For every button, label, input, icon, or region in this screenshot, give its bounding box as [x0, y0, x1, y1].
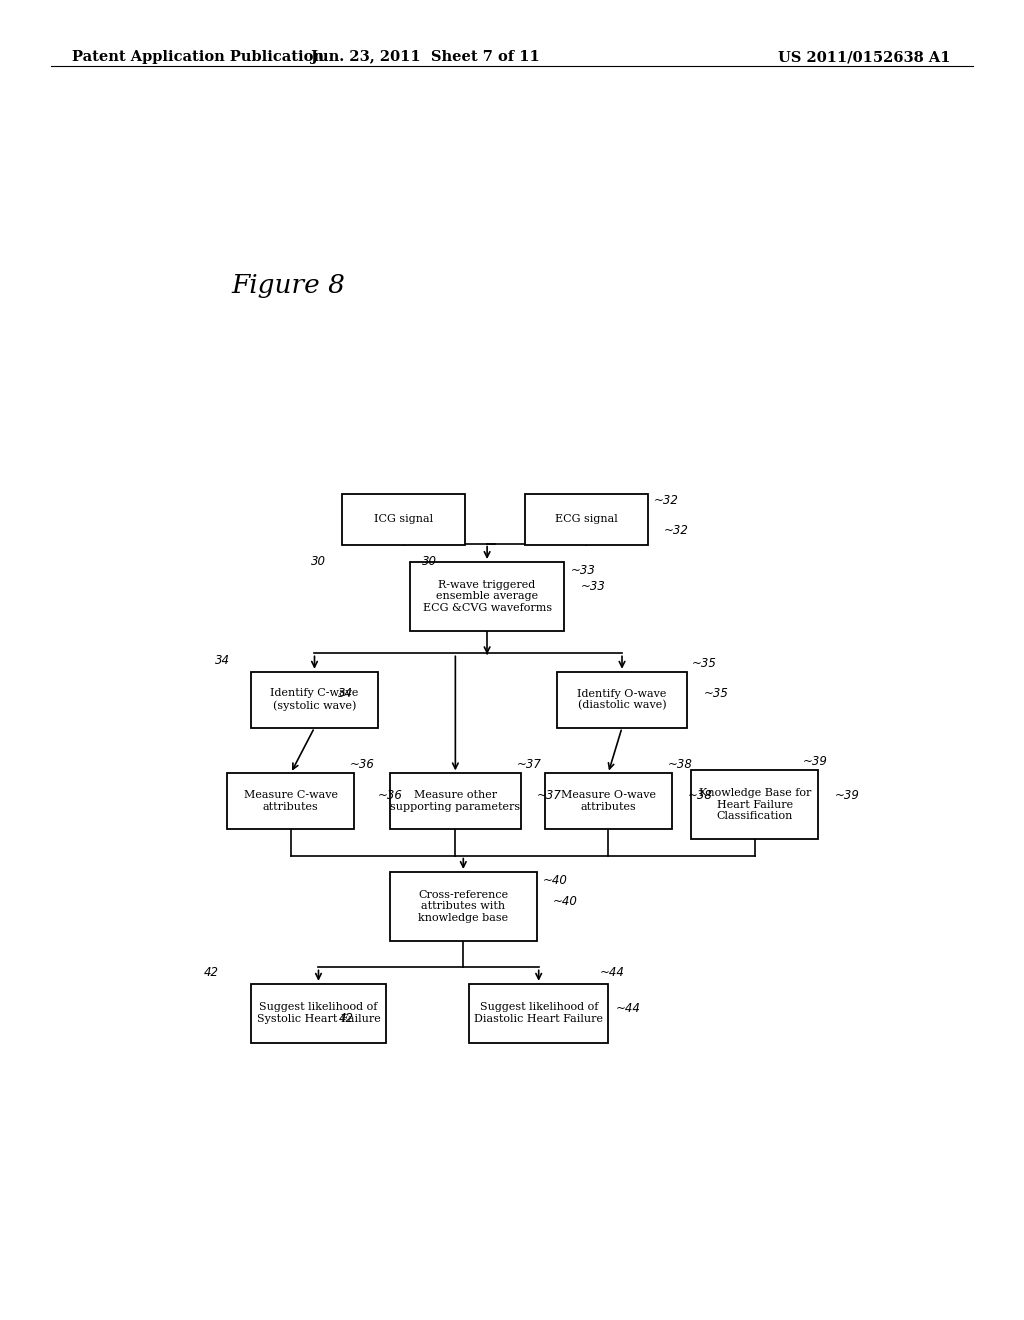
- Text: 30: 30: [310, 554, 326, 568]
- Text: Suggest likelihood of
Systolic Heart Failure: Suggest likelihood of Systolic Heart Fai…: [257, 1002, 380, 1024]
- Text: Measure other
supporting parameters: Measure other supporting parameters: [390, 791, 520, 812]
- Text: ~33: ~33: [570, 564, 596, 577]
- Bar: [251, 983, 386, 1043]
- Text: Cross-reference
attributes with
knowledge base: Cross-reference attributes with knowledg…: [418, 890, 508, 923]
- Bar: [557, 672, 687, 727]
- Text: 42: 42: [338, 1012, 353, 1026]
- Text: R-wave triggered
ensemble average
ECG &CVG waveforms: R-wave triggered ensemble average ECG &C…: [423, 579, 552, 612]
- Text: Identify O-wave
(diastolic wave): Identify O-wave (diastolic wave): [578, 689, 667, 710]
- Bar: [410, 562, 564, 631]
- Text: 30: 30: [422, 554, 436, 568]
- Text: Suggest likelihood of
Diastolic Heart Failure: Suggest likelihood of Diastolic Heart Fa…: [474, 1002, 603, 1024]
- Text: 34: 34: [338, 688, 353, 700]
- Text: Identify C-wave
(systolic wave): Identify C-wave (systolic wave): [270, 689, 358, 710]
- Text: ~36: ~36: [350, 758, 375, 771]
- Text: Knowledge Base for
Heart Failure
Classification: Knowledge Base for Heart Failure Classif…: [698, 788, 811, 821]
- Text: ~44: ~44: [600, 966, 625, 978]
- Text: ~37: ~37: [517, 758, 542, 771]
- Text: ~39: ~39: [835, 789, 859, 801]
- Text: Jun. 23, 2011  Sheet 7 of 11: Jun. 23, 2011 Sheet 7 of 11: [310, 50, 540, 65]
- Text: ~33: ~33: [581, 581, 605, 594]
- Bar: [545, 774, 672, 829]
- Bar: [251, 672, 378, 727]
- Bar: [227, 774, 354, 829]
- Text: ~38: ~38: [687, 789, 713, 801]
- Bar: [691, 771, 818, 840]
- Text: ~44: ~44: [616, 1002, 641, 1015]
- Text: ~39: ~39: [803, 755, 827, 768]
- Bar: [524, 494, 648, 545]
- Text: Patent Application Publication: Patent Application Publication: [72, 50, 324, 65]
- Bar: [342, 494, 465, 545]
- Text: Measure C-wave
attributes: Measure C-wave attributes: [244, 791, 338, 812]
- Text: ~32: ~32: [664, 524, 688, 537]
- Text: ~40: ~40: [543, 874, 568, 887]
- Bar: [390, 774, 521, 829]
- Text: ~36: ~36: [378, 789, 402, 801]
- Bar: [390, 873, 537, 941]
- Text: Figure 8: Figure 8: [231, 273, 345, 298]
- Text: ~38: ~38: [668, 758, 692, 771]
- Text: ~37: ~37: [537, 789, 561, 801]
- Text: 34: 34: [215, 653, 230, 667]
- Bar: [469, 983, 608, 1043]
- Text: ~32: ~32: [654, 494, 679, 507]
- Text: ICG signal: ICG signal: [374, 515, 433, 524]
- Text: Measure O-wave
attributes: Measure O-wave attributes: [560, 791, 655, 812]
- Text: ~35: ~35: [691, 656, 717, 669]
- Text: US 2011/0152638 A1: US 2011/0152638 A1: [778, 50, 950, 65]
- Text: ECG signal: ECG signal: [555, 515, 617, 524]
- Text: ~35: ~35: [703, 688, 728, 700]
- Text: ~40: ~40: [553, 895, 578, 908]
- Text: 42: 42: [204, 966, 218, 978]
